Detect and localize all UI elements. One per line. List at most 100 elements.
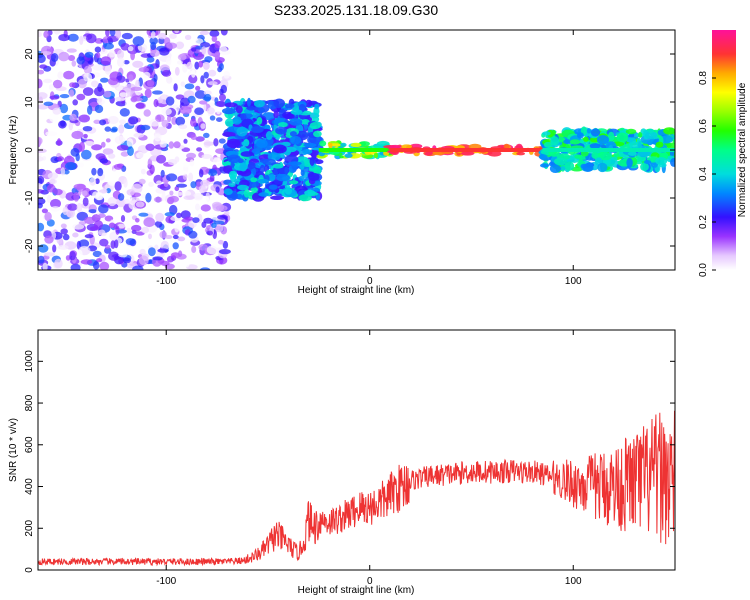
heatmap-cell xyxy=(542,131,551,136)
heatmap-cell xyxy=(127,146,134,157)
heatmap-cell xyxy=(184,216,194,221)
heatmap-cell xyxy=(145,143,155,151)
heatmap-cell xyxy=(166,57,172,66)
heatmap-cell xyxy=(166,76,173,84)
heatmap-line-core xyxy=(542,148,675,152)
heatmap-cell xyxy=(95,192,104,201)
heatmap-cell xyxy=(268,184,278,190)
heatmap-cell xyxy=(38,255,45,264)
heatmap-cell xyxy=(198,244,208,251)
heatmap-line-core xyxy=(390,148,543,152)
heatmap-cell xyxy=(183,195,195,200)
y-tick-label: 1000 xyxy=(24,350,35,373)
heatmap-cell xyxy=(663,127,675,135)
heatmap-cell xyxy=(138,255,149,266)
heatmap-cell xyxy=(38,152,42,158)
heatmap-cell xyxy=(144,88,152,99)
heatmap-cell xyxy=(222,131,236,137)
heatmap-cell xyxy=(58,51,70,62)
heatmap-cell xyxy=(127,46,134,52)
heatmap-cell xyxy=(148,233,152,240)
heatmap-cell xyxy=(358,141,370,147)
heatmap-cell xyxy=(289,135,302,145)
heatmap-cell xyxy=(235,105,243,114)
heatmap-cell xyxy=(94,213,106,219)
heatmap-cell xyxy=(138,212,149,217)
heatmap-cell xyxy=(104,126,112,132)
heatmap-cell xyxy=(199,30,210,36)
heatmap-cell xyxy=(38,54,46,64)
heatmap-cell xyxy=(638,131,643,138)
heatmap-cell xyxy=(52,244,57,253)
heatmap-cell xyxy=(203,196,210,202)
heatmap-cell xyxy=(186,61,193,70)
heatmap-cell xyxy=(284,113,295,120)
heatmap-cell xyxy=(81,190,88,197)
colorbar-tick-label: 0.0 xyxy=(698,263,709,277)
heatmap-cell xyxy=(73,192,80,202)
y-tick-label: 0 xyxy=(24,147,35,153)
x-tick-label: 0 xyxy=(367,576,373,587)
heatmap-cell xyxy=(200,179,211,187)
heatmap-cell xyxy=(125,99,132,110)
heatmap-cell xyxy=(574,154,583,159)
heatmap-cell xyxy=(38,78,43,89)
heatmap-cell xyxy=(251,126,264,134)
heatmap-cell xyxy=(284,103,295,109)
heatmap-cell xyxy=(78,114,91,123)
heatmap-cell xyxy=(93,119,101,125)
heatmap-cell xyxy=(183,138,188,144)
heatmap-cell xyxy=(176,170,188,176)
heatmap-cell xyxy=(243,188,250,198)
heatmap-cell xyxy=(191,245,197,253)
heatmap-cell xyxy=(92,260,100,270)
heatmap-cell xyxy=(160,169,165,178)
heatmap-cell xyxy=(99,189,108,194)
heatmap-cell xyxy=(96,97,103,103)
heatmap-cell xyxy=(125,248,131,254)
heatmap-cell xyxy=(670,157,675,167)
heatmap-cell xyxy=(666,142,675,150)
heatmap-cell xyxy=(211,222,217,228)
heatmap-cell xyxy=(83,72,93,82)
y-tick-label: 200 xyxy=(24,519,35,536)
heatmap-cell xyxy=(150,31,156,39)
heatmap-cell xyxy=(160,260,170,266)
heatmap-cell xyxy=(41,51,52,56)
heatmap-cell xyxy=(72,99,78,106)
heatmap-cell xyxy=(190,181,197,189)
heatmap-cell xyxy=(591,151,599,159)
heatmap-cell xyxy=(92,250,102,258)
y-tick-label: 600 xyxy=(24,436,35,453)
heatmap-cell xyxy=(157,32,167,40)
heatmap-cell xyxy=(250,177,258,183)
heatmap-cell xyxy=(178,250,183,257)
heatmap-cell xyxy=(214,40,221,49)
heatmap-cell xyxy=(128,116,139,125)
heatmap-cell xyxy=(46,194,52,203)
heatmap-cell xyxy=(130,86,143,92)
heatmap-cell xyxy=(616,132,628,143)
heatmap-cell xyxy=(116,144,129,151)
heatmap-cell xyxy=(256,139,268,149)
heatmap-cell xyxy=(191,69,196,78)
heatmap-cell xyxy=(177,53,187,61)
heatmap-cell xyxy=(104,247,112,254)
heatmap-cell xyxy=(278,122,288,128)
heatmap-cell xyxy=(116,85,124,91)
heatmap-cell xyxy=(192,257,198,264)
heatmap-cell xyxy=(198,184,206,194)
heatmap-cell xyxy=(149,37,158,45)
heatmap-cell xyxy=(298,194,312,202)
heatmap-cell xyxy=(136,151,145,159)
colorbar: 0.0 0.2 0.4 0.6 0.8 Normalized spectral ampl… xyxy=(698,30,748,277)
heatmap-cell xyxy=(543,141,553,148)
heatmap-cell xyxy=(141,226,150,234)
heatmap-cell xyxy=(194,90,207,99)
heatmap-cell xyxy=(175,116,186,126)
y-tick-label: 20 xyxy=(24,48,35,60)
heatmap-cell xyxy=(135,218,140,223)
heatmap-cell xyxy=(272,163,284,169)
colorbar-tick-label: 0.4 xyxy=(698,167,709,181)
heatmap-cell xyxy=(194,107,205,115)
